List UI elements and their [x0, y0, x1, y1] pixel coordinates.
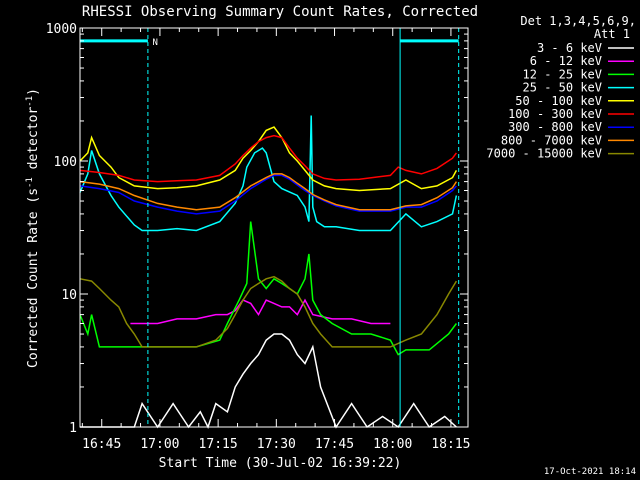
y-axis-label: Corrected Count Rate (s-1 detector-1) — [25, 88, 41, 368]
y-axis-label-part: ) — [26, 88, 41, 96]
legend-label: 800 - 7000 keV — [501, 133, 602, 147]
legend-label: 7000 - 15000 keV — [486, 147, 602, 161]
x-tick-label: 16:45 — [82, 437, 121, 452]
legend-label: 3 - 6 keV — [537, 41, 602, 55]
guide-marker-label: N — [153, 38, 158, 48]
x-tick-label: 17:30 — [257, 437, 296, 452]
footer-timestamp: 17-Oct-2021 18:14 — [544, 467, 636, 477]
plot-frame — [79, 27, 469, 428]
y-axis-label-part: Corrected Count Rate (s — [26, 188, 41, 368]
legend-header: Det 1,3,4,5,6,9, — [520, 14, 636, 28]
series-line — [79, 275, 458, 348]
y-axis: 1 10 100 1000 — [46, 22, 468, 436]
series-line — [79, 126, 458, 192]
y-axis-label-exponent: -1 — [25, 96, 35, 107]
legend-label: 100 - 300 keV — [508, 107, 602, 121]
legend-label: 50 - 100 keV — [515, 94, 602, 108]
series-line — [79, 174, 457, 215]
legend-label: 6 - 12 keV — [530, 54, 602, 68]
x-axis: 16:45 17:00 17:15 17:30 17:45 18:00 18:15 — [81, 28, 470, 452]
x-tick-label: 18:00 — [373, 437, 412, 452]
series-line — [79, 221, 458, 356]
series-line — [79, 134, 458, 183]
x-axis-label: Start Time (30-Jul-02 16:39:22) — [159, 456, 402, 471]
legend-header: Att 1 — [594, 27, 630, 41]
x-tick-label: 17:00 — [140, 437, 179, 452]
legend-label: 300 - 800 keV — [508, 120, 602, 134]
series-line — [130, 298, 391, 325]
x-tick-label: 17:15 — [199, 437, 238, 452]
x-tick-label: 18:15 — [431, 437, 470, 452]
y-axis-label-part: detector — [26, 107, 41, 178]
chart-title: RHESSI Observing Summary Count Rates, Co… — [82, 4, 478, 20]
y-tick-label: 10 — [61, 288, 77, 303]
legend-label: 25 - 50 keV — [523, 81, 602, 95]
y-tick-label: 1 — [69, 421, 77, 436]
y-tick-label: 100 — [54, 155, 77, 170]
x-tick-label: 17:45 — [315, 437, 354, 452]
y-axis-label-exponent: -1 — [25, 177, 35, 188]
series-line — [79, 173, 458, 211]
legend-label: 12 - 25 keV — [523, 67, 602, 81]
series-line — [79, 115, 458, 232]
y-tick-label: 1000 — [46, 22, 77, 37]
